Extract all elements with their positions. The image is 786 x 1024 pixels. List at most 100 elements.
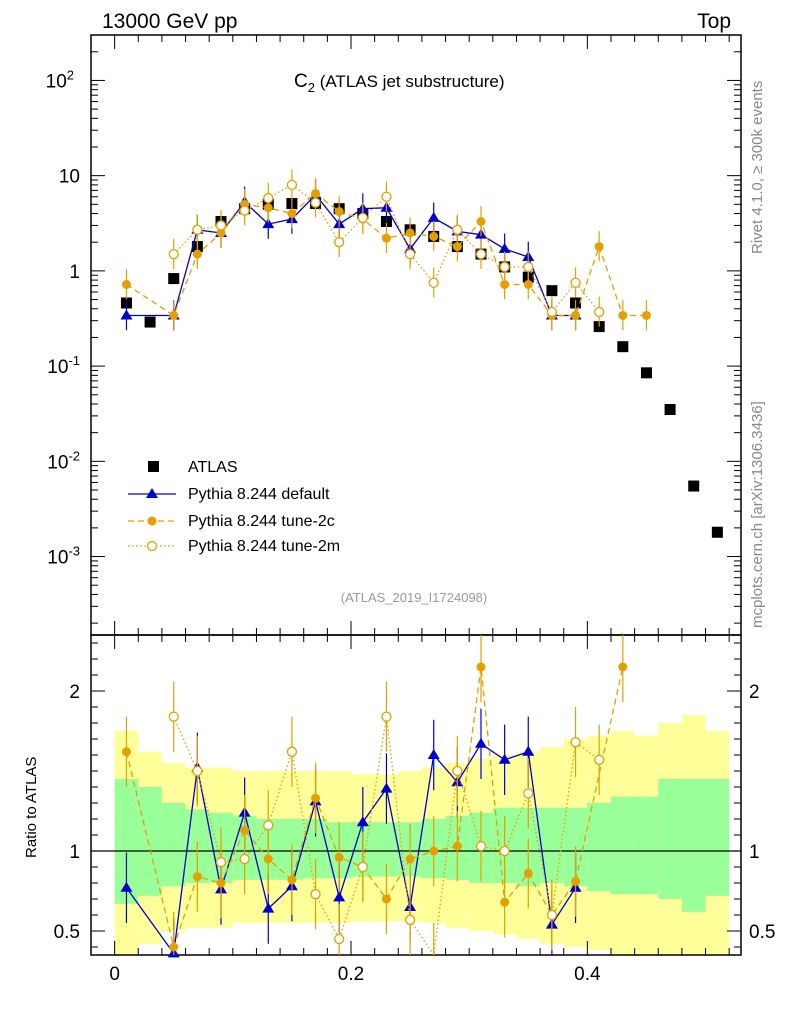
ratio-panel-frame — [90, 634, 742, 956]
mc-data-point — [120, 309, 133, 320]
mc-data-point — [475, 248, 487, 260]
ratio-data-point — [452, 841, 462, 851]
mc-data-point — [618, 310, 628, 320]
atlas-data-point — [546, 285, 558, 297]
ratio-data-point — [522, 745, 535, 756]
legend-atlas-marker — [148, 461, 159, 472]
atlas-data-point — [144, 316, 156, 328]
mc-data-point — [381, 233, 391, 243]
mc-data-point — [452, 242, 462, 252]
ratio-data-point — [381, 711, 392, 722]
ratio-data-point — [262, 902, 275, 913]
y-tick-label: 1 — [69, 262, 80, 283]
band-inner-bin — [634, 796, 659, 895]
main-series-line — [126, 192, 647, 317]
ratio-data-point — [523, 788, 534, 799]
ratio-data-point — [475, 737, 487, 748]
ratio-data-point — [594, 754, 605, 765]
mc-data-point — [263, 193, 274, 204]
ratio-data-point — [169, 942, 179, 952]
ratio-data-point — [570, 737, 581, 748]
mc-data-point — [215, 220, 227, 231]
atlas-data-point — [168, 273, 180, 285]
plot-title-sub: 2 — [308, 80, 315, 95]
side-mcplots-label: mcplots.cern.ch [arXiv:1306.3436] — [749, 401, 766, 628]
atlas-data-point — [664, 404, 676, 416]
mc-data-point — [334, 237, 345, 248]
ratio-ylabel: Ratio to ATLAS — [23, 757, 40, 858]
ratio-tick-label-left: 0.5 — [54, 922, 80, 943]
mc-data-point — [523, 279, 533, 289]
atlas-data-point — [711, 526, 723, 538]
mc-data-point — [452, 224, 463, 235]
mc-data-point — [192, 224, 203, 235]
ratio-data-point — [215, 857, 227, 868]
ratio-data-point — [500, 897, 510, 907]
ratio-tick-label-left: 1 — [69, 842, 80, 863]
ratio-data-point — [310, 889, 321, 900]
x-tick-label: 0.2 — [338, 964, 364, 985]
ratio-tick-label-right: 2 — [749, 682, 760, 703]
band-inner-bin — [540, 807, 564, 883]
mc-data-point — [499, 261, 510, 273]
ratio-data-point — [499, 845, 510, 857]
ratio-data-point — [357, 861, 368, 873]
mc-data-point — [429, 231, 439, 241]
mc-data-point — [570, 277, 581, 288]
y-tick-label: 10-2 — [47, 448, 80, 473]
band-inner-bin — [658, 779, 682, 899]
main-series — [120, 169, 723, 538]
band-inner-bin — [611, 796, 635, 895]
y-tick-label: 102 — [46, 67, 74, 92]
ratio-data-point — [334, 933, 345, 945]
ratio-data-point — [475, 841, 487, 852]
mc-data-point — [523, 261, 534, 273]
band-inner-bin — [374, 822, 399, 877]
mc-data-point — [239, 205, 250, 216]
band-inner-bin — [705, 779, 730, 896]
band-inner-bin — [138, 787, 162, 896]
ratio-data-point — [381, 894, 391, 904]
legend-tune2m-label: Pythia 8.244 tune-2m — [188, 538, 340, 555]
ratio-data-point — [405, 854, 415, 864]
mc-data-point — [168, 248, 179, 260]
mc-data-point — [498, 242, 511, 253]
ratio-data-point — [571, 876, 581, 886]
ratio-data-point — [192, 765, 203, 777]
ratio-data-point — [546, 909, 558, 921]
atlas-data-point — [688, 480, 700, 492]
band-inner-bin — [681, 779, 706, 912]
ratio-data-point — [356, 816, 369, 827]
legend-tune2m-marker — [146, 540, 158, 552]
mc-data-point — [500, 279, 510, 289]
ratio-data-point — [121, 747, 131, 757]
ratio-data-point — [380, 782, 393, 793]
mc-data-point — [310, 197, 321, 208]
mc-data-point — [169, 310, 179, 320]
band-inner-bin — [161, 803, 186, 887]
y-tick-label: 10-3 — [47, 544, 80, 569]
side-rivet-label: Rivet 4.1.0, ≥ 300k events — [749, 81, 766, 254]
ratio-data-point — [263, 820, 274, 831]
header-process: Top — [697, 10, 731, 33]
ratio-series — [120, 635, 628, 958]
ratio-tick-label-right: 1 — [749, 842, 760, 863]
ratio-tick-label-right: 0.5 — [749, 922, 775, 943]
band-inner-bin — [587, 803, 611, 891]
ratio-data-point — [429, 846, 439, 856]
mc-data-point — [286, 179, 298, 191]
ratio-data-point — [404, 914, 416, 925]
y-tick-label: 10 — [59, 167, 80, 188]
plot-title: C2 (ATLAS jet substructure) — [294, 71, 505, 95]
mc-data-point — [428, 277, 439, 288]
plot-title-rest: (ATLAS jet substructure) — [315, 72, 505, 91]
legend-default-label: Pythia 8.244 default — [188, 486, 330, 503]
plot-title-main: C — [294, 71, 308, 92]
y-tick-label: 10-1 — [47, 353, 80, 378]
band-inner-bin — [303, 819, 328, 879]
mc-data-point — [594, 306, 605, 318]
ratio-data-point — [286, 746, 298, 757]
x-tick-label: 0 — [109, 964, 120, 985]
mc-data-point — [594, 242, 604, 252]
